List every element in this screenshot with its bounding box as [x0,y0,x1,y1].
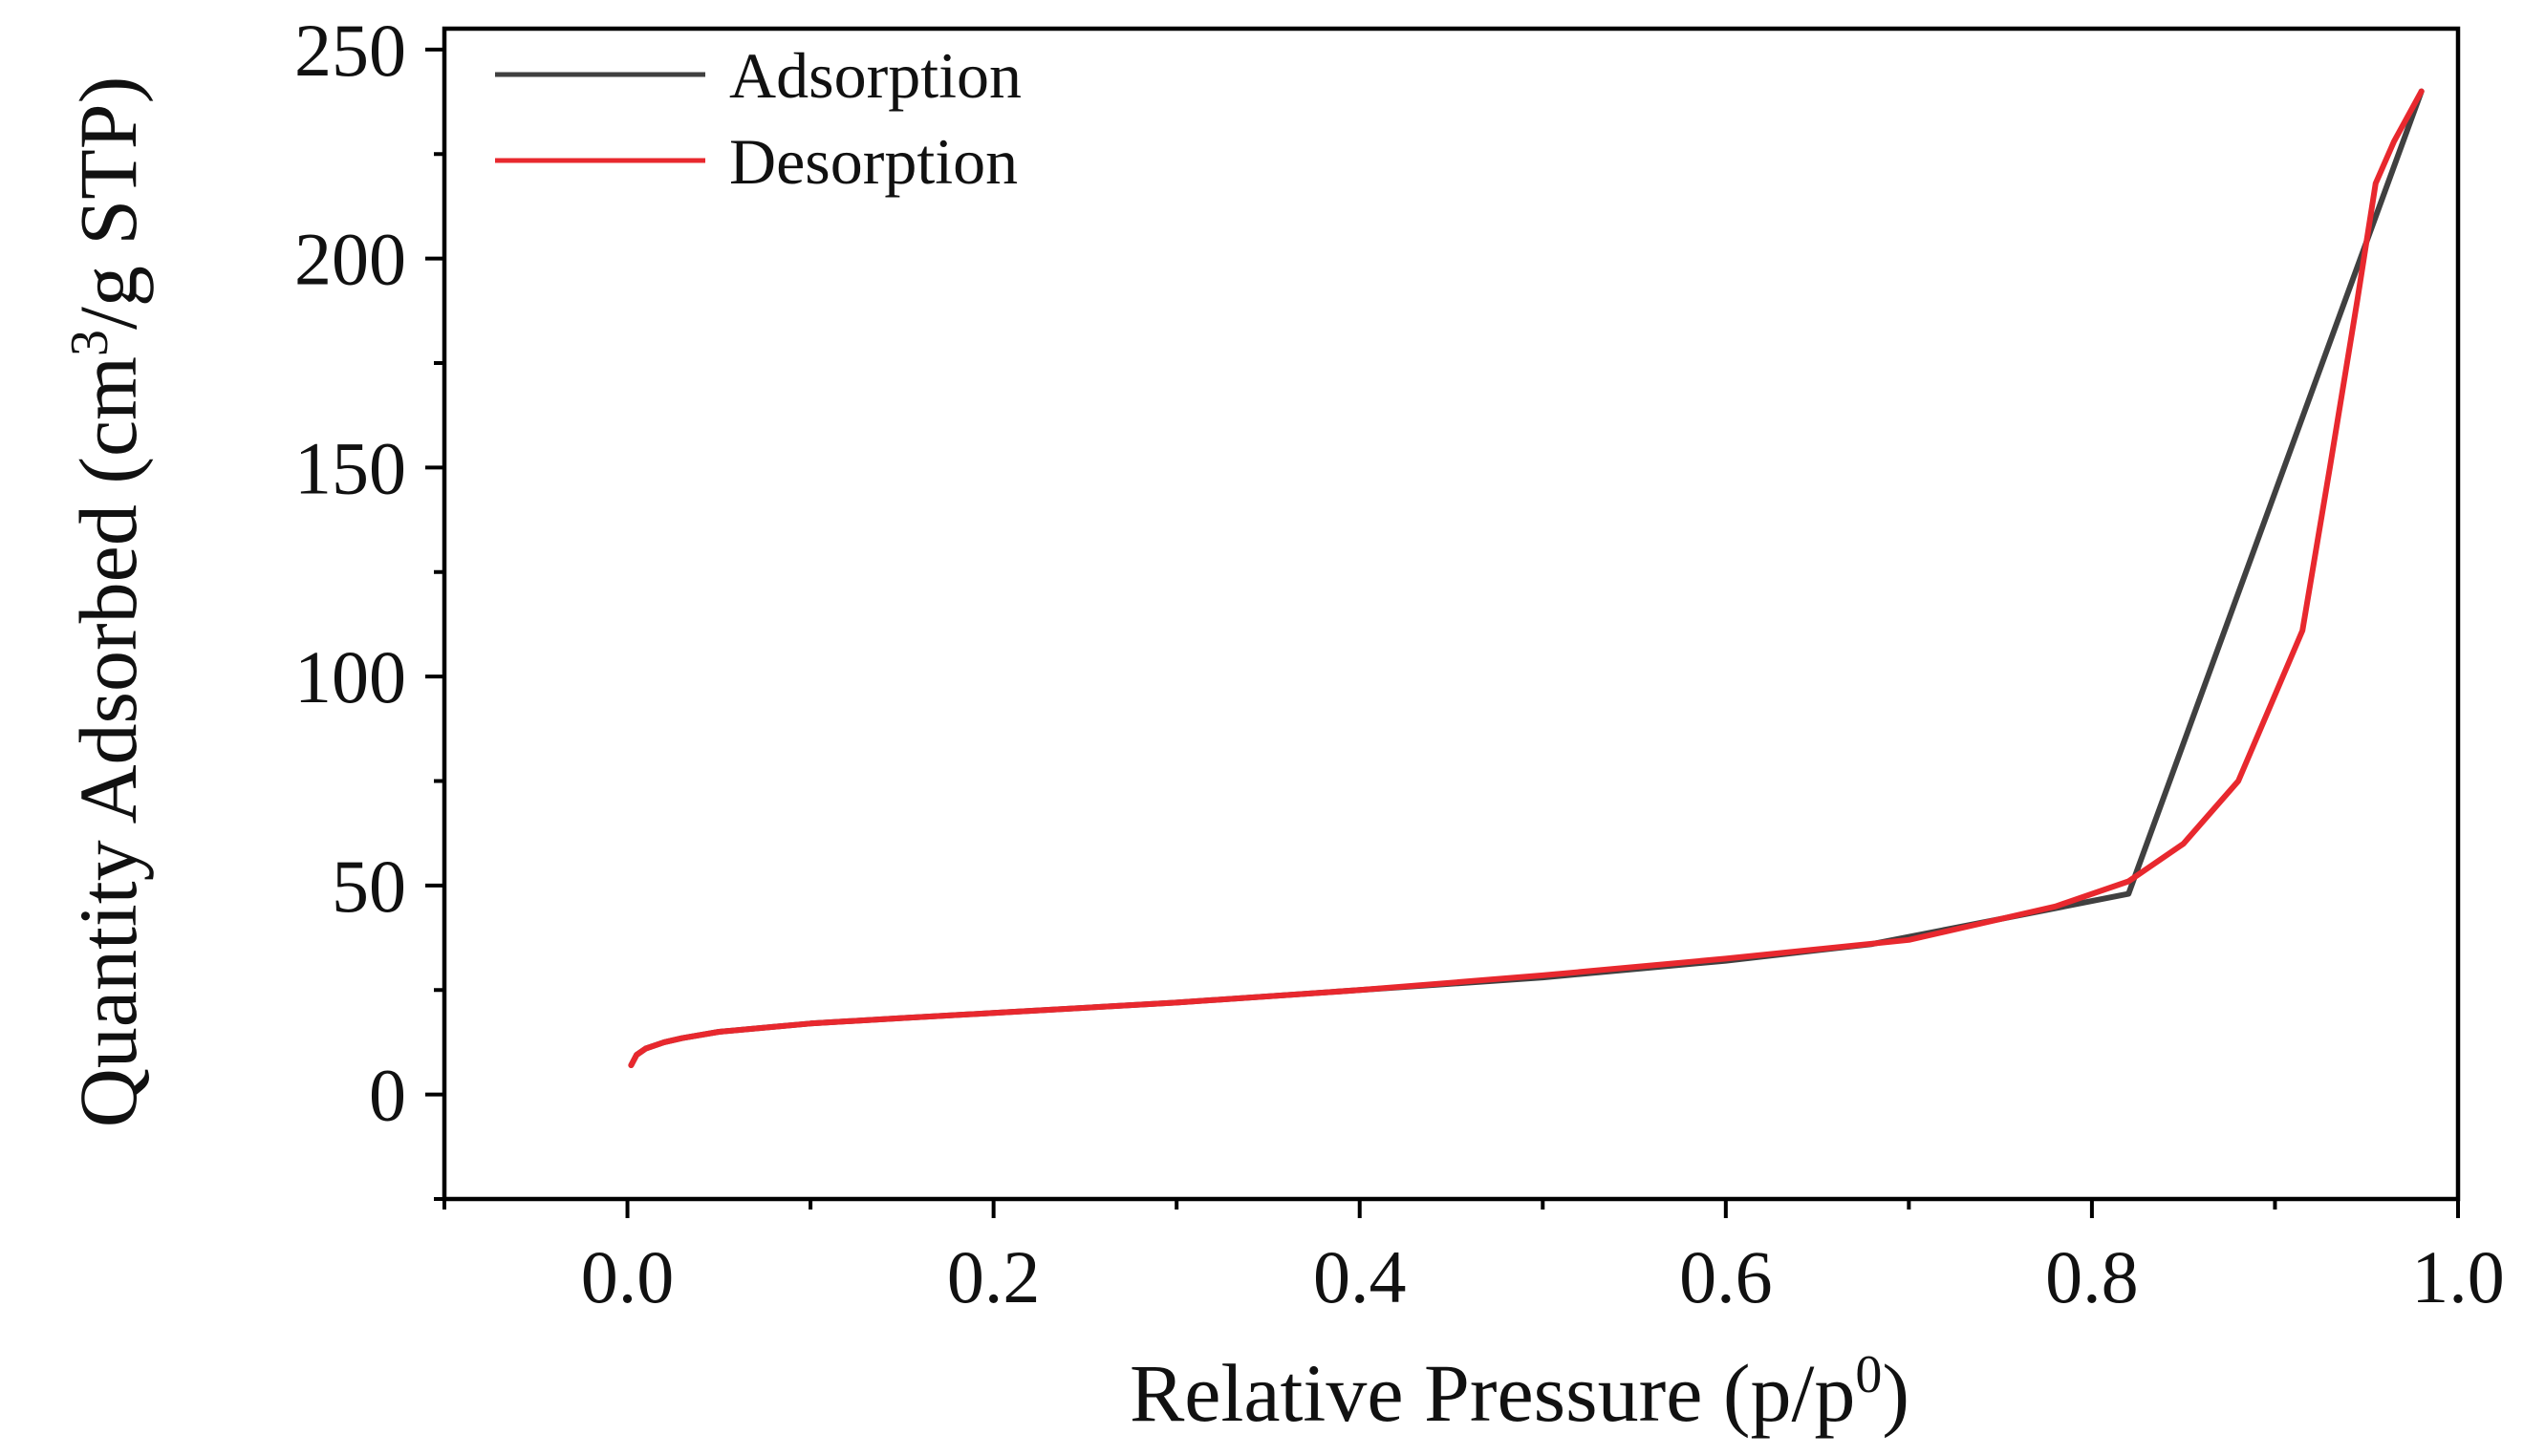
x-tick-label: 0.8 [2045,1235,2139,1318]
x-axis-title: Relative Pressure (p/p0) [1130,1345,1909,1439]
y-tick-label: 250 [294,9,406,92]
x-tick-label: 0.6 [1679,1235,1773,1318]
y-tick-labels: 0 50 100 150 200 250 [294,9,406,1137]
legend: Adsorption Desorption [495,39,1022,198]
y-tick-label: 0 [369,1054,406,1137]
series-line-desorption [628,88,2425,1068]
y-axis-title-superscript: 3 [60,330,119,356]
axis-ticks [425,47,2460,1218]
legend-label-adsorption: Adsorption [729,39,1022,112]
y-tick-label: 200 [294,218,406,301]
x-tick-label: 0.4 [1313,1235,1407,1318]
y-axis-title: Quantity Adsorbed (cm3/g STP) [60,76,154,1128]
x-axis-title-superscript: 0 [1855,1345,1882,1404]
x-tick-labels: 0.0 0.2 0.4 0.6 0.8 1.0 [581,1235,2505,1318]
plot-frame [442,26,2461,1202]
x-tick-label: 0.2 [947,1235,1041,1318]
y-tick-label: 100 [294,635,406,718]
series-layer [628,88,2425,1068]
y-tick-label: 150 [294,426,406,509]
y-tick-label: 50 [332,845,406,928]
x-tick-label: 1.0 [2411,1235,2505,1318]
legend-label-desorption: Desorption [729,125,1018,198]
x-tick-label: 0.0 [581,1235,675,1318]
